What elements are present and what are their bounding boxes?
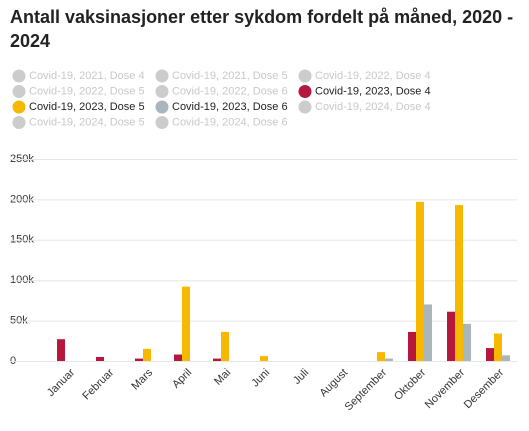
y-tick-label: 200k: [10, 193, 34, 205]
legend-label[interactable]: Covid-19, 2024, Dose 5: [29, 116, 145, 128]
legend-marker[interactable]: [155, 116, 169, 129]
legend-marker[interactable]: [12, 100, 26, 114]
bar: [174, 354, 182, 361]
x-tick-label: Mars: [129, 366, 155, 392]
y-tick-label: 100k: [10, 274, 34, 286]
bar: [377, 352, 385, 361]
bar: [502, 355, 510, 361]
x-tick-label: Oktober: [392, 366, 428, 402]
bar: [182, 286, 190, 361]
bar: [494, 333, 502, 361]
legend-marker[interactable]: [12, 85, 26, 98]
x-tick-label: Mai: [212, 367, 233, 388]
y-tick-label: 50k: [10, 315, 28, 327]
x-tick-label: Juli: [291, 367, 311, 387]
bar: [385, 358, 393, 361]
y-tick-label: 0: [10, 355, 16, 367]
legend-label[interactable]: Covid-19, 2021, Dose 4: [29, 70, 145, 82]
legend-label[interactable]: Covid-19, 2023, Dose 5: [29, 101, 145, 113]
x-tick-label: November: [423, 366, 468, 411]
bar: [463, 323, 471, 361]
legend-label[interactable]: Covid-19, 2023, Dose 6: [172, 101, 288, 113]
bar: [447, 311, 455, 361]
x-tick-label: Juni: [249, 367, 272, 390]
y-tick-label: 250k: [10, 153, 34, 165]
x-tick-label: Februar: [80, 366, 116, 402]
legend-marker[interactable]: [155, 100, 169, 114]
legend-marker[interactable]: [298, 69, 312, 83]
legend-marker[interactable]: [298, 100, 312, 114]
bar: [260, 356, 268, 361]
legend-marker[interactable]: [155, 85, 169, 98]
bar: [486, 348, 494, 361]
legend-label[interactable]: Covid-19, 2022, Dose 4: [315, 70, 431, 82]
bar: [57, 339, 65, 361]
legend-label[interactable]: Covid-19, 2021, Dose 5: [172, 70, 288, 82]
x-tick-label: August: [317, 367, 350, 400]
bar: [135, 358, 143, 361]
legend-marker[interactable]: [12, 69, 26, 83]
bar: [143, 348, 151, 361]
bar: [455, 205, 463, 361]
x-tick-label: Desember: [462, 366, 507, 411]
bar: [408, 331, 416, 361]
bar: [96, 356, 104, 361]
x-tick-label: April: [170, 367, 194, 391]
chart-title: Antall vaksinasjoner etter sykdom fordel…: [10, 7, 513, 27]
legend-label[interactable]: Covid-19, 2022, Dose 5: [29, 85, 145, 97]
bar: [213, 358, 221, 361]
legend-marker[interactable]: [12, 116, 26, 129]
x-tick-label: Januar: [45, 366, 78, 399]
legend-marker[interactable]: [155, 69, 169, 83]
x-tick-label: September: [343, 366, 390, 413]
legend-label[interactable]: Covid-19, 2024, Dose 6: [172, 116, 288, 128]
bar: [221, 331, 229, 361]
legend-label[interactable]: Covid-19, 2022, Dose 6: [172, 85, 288, 97]
chart-title: 2024: [10, 31, 50, 51]
legend-marker[interactable]: [298, 85, 312, 98]
bar: [416, 201, 424, 361]
bar: [424, 304, 432, 361]
y-tick-label: 150k: [10, 234, 34, 246]
legend-label[interactable]: Covid-19, 2024, Dose 4: [315, 101, 431, 113]
legend-label[interactable]: Covid-19, 2023, Dose 4: [315, 85, 431, 97]
